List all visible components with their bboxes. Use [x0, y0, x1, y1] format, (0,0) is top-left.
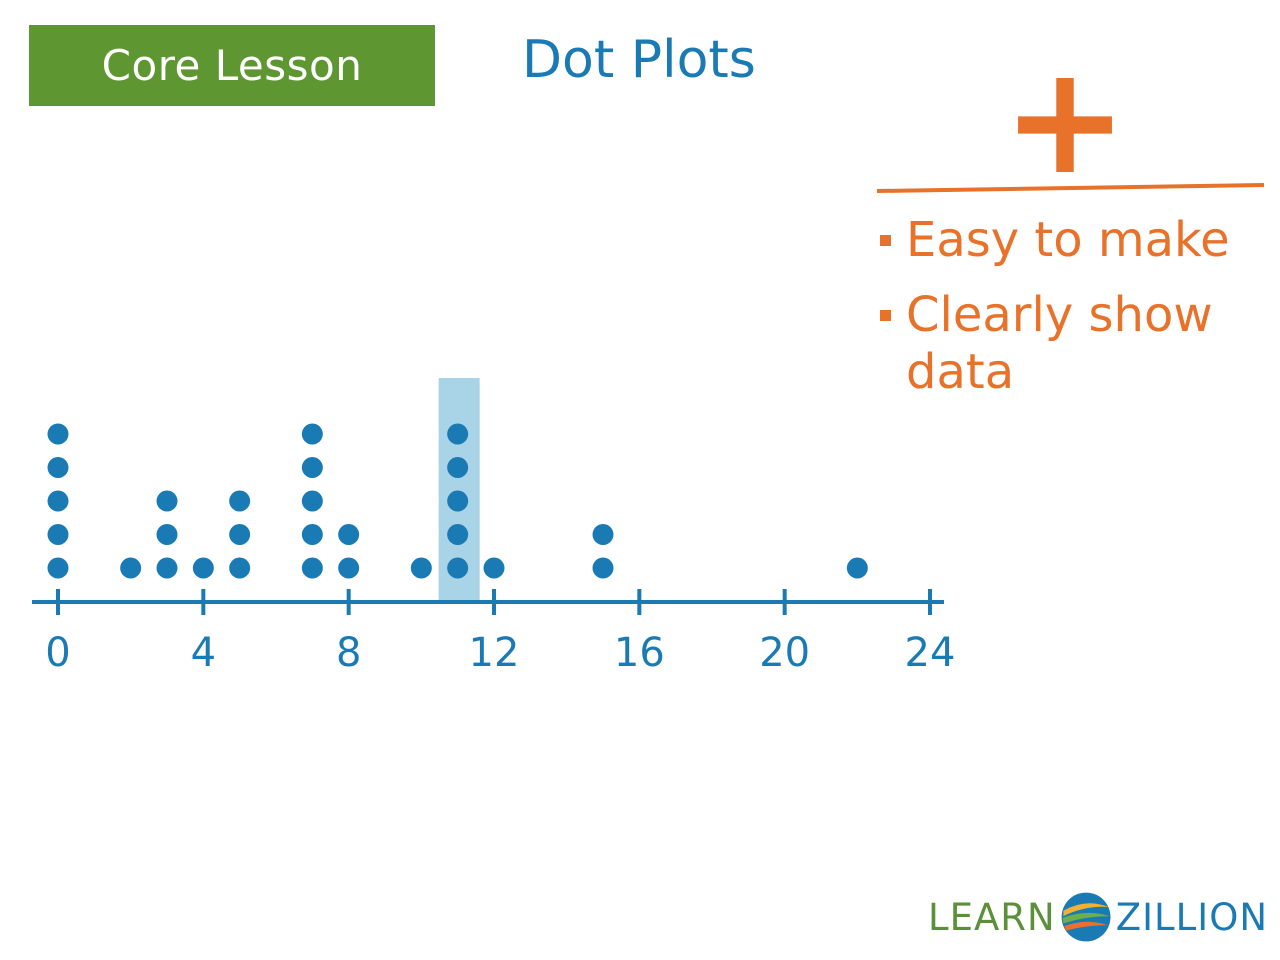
data-dot	[301, 524, 323, 545]
data-dot	[447, 423, 469, 445]
x-tick-label: 24	[905, 630, 956, 676]
data-dot	[47, 490, 69, 512]
data-dot	[47, 524, 69, 545]
data-dot	[447, 490, 469, 512]
data-dot	[47, 457, 69, 478]
pros-item: Easy to make	[878, 212, 1274, 269]
data-dot	[301, 557, 323, 579]
data-dot	[410, 557, 432, 579]
logo-text-zillion: ZILLION	[1115, 895, 1268, 939]
logo-swirl-icon	[1061, 892, 1111, 942]
pros-item-label: Clearly show data	[906, 287, 1213, 400]
data-dot	[156, 524, 178, 545]
data-dot	[156, 557, 178, 579]
data-dot	[120, 557, 142, 579]
data-dot	[301, 457, 323, 478]
data-dot	[447, 524, 469, 545]
x-tick-label: 20	[759, 630, 810, 676]
core-lesson-badge: Core Lesson	[29, 25, 435, 106]
data-dot	[47, 557, 69, 579]
data-dot	[192, 557, 214, 579]
pros-item: Clearly show data	[878, 287, 1276, 401]
x-tick-label: 12	[469, 630, 520, 676]
learnzillion-logo: LEARN ZILLION	[928, 882, 1268, 952]
data-dot	[338, 524, 360, 545]
data-dot	[301, 423, 323, 445]
data-dot	[846, 557, 868, 579]
page-title: Dot Plots	[522, 30, 756, 90]
pros-item-label: Easy to make	[906, 212, 1230, 268]
core-lesson-label: Core Lesson	[101, 41, 363, 90]
bullet-square-icon	[880, 310, 891, 321]
logo-text-learn: LEARN	[928, 895, 1056, 939]
data-dot	[301, 490, 323, 512]
x-tick-label: 8	[336, 630, 361, 676]
x-tick-label: 0	[45, 630, 70, 676]
data-dot	[338, 557, 360, 579]
data-dot	[483, 557, 505, 579]
data-dot	[229, 524, 251, 545]
data-dot	[229, 557, 251, 579]
data-dot	[592, 524, 614, 545]
bullet-square-icon	[880, 235, 891, 246]
x-tick-label: 4	[191, 630, 216, 676]
data-dot	[592, 557, 614, 579]
x-tick-label: 16	[614, 630, 665, 676]
pros-list: Easy to make Clearly show data	[878, 212, 1274, 401]
data-dot	[47, 423, 69, 445]
data-dot	[447, 557, 469, 579]
data-dot	[229, 490, 251, 512]
data-dot	[447, 457, 469, 478]
data-dot	[156, 490, 178, 512]
